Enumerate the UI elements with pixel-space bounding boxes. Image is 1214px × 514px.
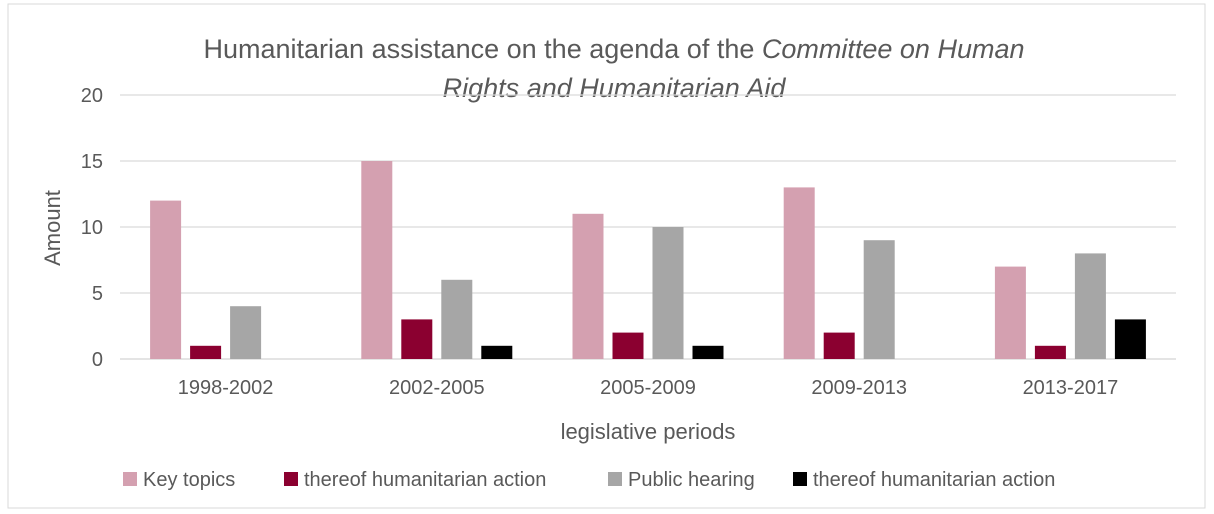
bar-2009-2013-series-2 [823,332,855,359]
bar-2002-2005-series-3 [441,279,473,359]
bar-2005-2009-series-2 [612,332,644,359]
y-tick-label: 0 [92,349,103,371]
y-axis-label: Amount [40,190,65,266]
bar-1998-2002-series-3 [230,306,262,359]
y-tick-label: 15 [81,151,103,173]
bar-2005-2009-series-3 [652,227,684,359]
x-axis-label: legislative periods [561,419,736,444]
bar-1998-2002-series-1 [150,200,182,359]
chart-border [7,3,1206,509]
x-tick-label: 2009-2013 [811,377,907,399]
y-axis-ticks: 0 5 10 15 20 [81,85,103,371]
x-tick-label: 2002-2005 [389,377,485,399]
legend-swatch [284,472,298,486]
bar-2013-2017-series-3 [1074,253,1106,359]
legend-label: Public hearing [628,469,755,491]
bar-2013-2017-series-4 [1114,319,1146,359]
y-tick-label: 10 [81,217,103,239]
legend-swatch [123,472,137,486]
x-tick-label: 1998-2002 [178,377,274,399]
legend-label: thereof humanitarian action [304,469,546,491]
bar-2009-2013-series-3 [863,240,895,359]
bar-2013-2017-series-1 [994,266,1026,359]
chart-title-line-2: Rights and Humanitarian Aid [443,73,787,103]
chart-title-line-1: Humanitarian assistance on the agenda of… [204,34,1025,64]
legend-swatch [793,472,807,486]
bar-2002-2005-series-4 [481,345,513,359]
bar-2005-2009-series-4 [692,345,724,359]
legend-label: Key topics [143,469,235,491]
x-tick-label: 2013-2017 [1023,377,1119,399]
legend-swatch [608,472,622,486]
legend-label: thereof humanitarian action [813,469,1055,491]
x-tick-label: 2005-2009 [600,377,696,399]
bar-1998-2002-series-2 [190,345,222,359]
y-tick-label: 20 [81,85,103,107]
x-axis-ticks: 1998-2002 2002-2005 2005-2009 2009-2013 2013… [178,377,1118,399]
bar-2002-2005-series-2 [401,319,433,359]
bars [150,161,1146,359]
bar-2009-2013-series-1 [783,187,815,359]
bar-2013-2017-series-2 [1034,345,1066,359]
bar-2002-2005-series-1 [361,161,393,359]
legend: Key topics thereof humanitarian action Pub… [123,469,1055,491]
y-tick-label: 5 [92,283,103,305]
bar-2005-2009-series-1 [572,213,604,359]
